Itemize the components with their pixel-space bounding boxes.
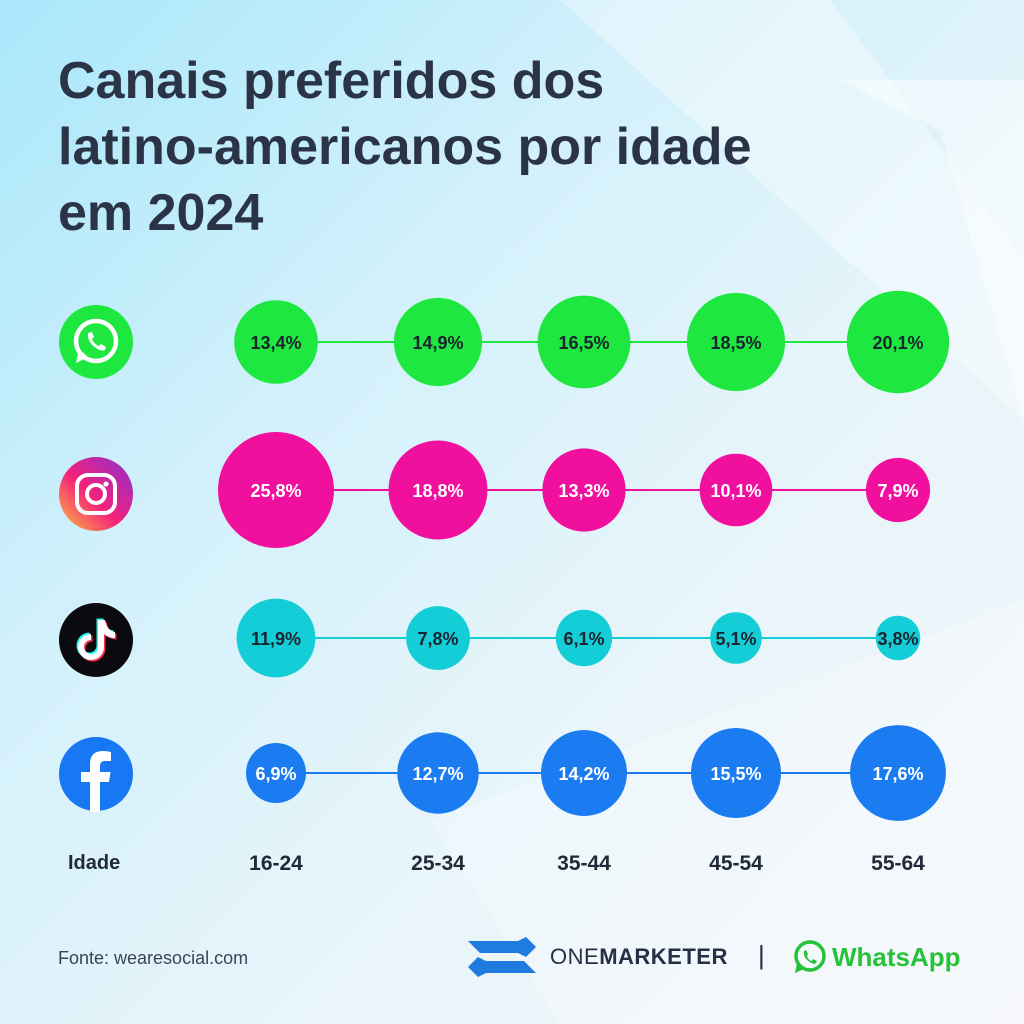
bubble-facebook-35-44 [541, 730, 627, 816]
bubble-whatsapp-25-34 [393, 297, 483, 387]
data-label: 13,4% [250, 333, 301, 353]
data-label: 18,8% [412, 481, 463, 501]
x-tick-label: 25-34 [411, 852, 465, 875]
x-tick-label: 35-44 [557, 852, 611, 875]
bubble-instagram-35-44 [542, 448, 626, 532]
data-label: 7,9% [877, 481, 918, 501]
bubble-facebook-45-54 [691, 728, 781, 818]
source-text: Fonte: wearesocial.com [58, 948, 249, 968]
brand-separator: | [758, 940, 765, 970]
bubble-whatsapp-45-54 [686, 292, 786, 392]
brand-one: ONE [550, 944, 600, 969]
facebook-icon [58, 736, 134, 812]
data-label: 6,1% [563, 629, 604, 649]
x-tick-label: 16-24 [249, 852, 303, 875]
bubble-tiktok-35-44 [555, 609, 613, 667]
data-label: 12,7% [412, 764, 463, 784]
data-label: 5,1% [715, 629, 756, 649]
whatsapp-icon [58, 304, 134, 380]
onemarketer-logo: ONEMARKETER [468, 932, 728, 982]
data-label: 18,5% [710, 333, 761, 353]
x-tick-label: 45-54 [709, 852, 763, 875]
bubble-tiktok-16-24 [236, 598, 316, 678]
bubble-facebook-16-24 [246, 743, 306, 803]
data-label: 10,1% [710, 481, 761, 501]
bubble-instagram-25-34 [388, 440, 488, 540]
data-label: 6,9% [255, 764, 296, 784]
data-label: 14,9% [412, 333, 463, 353]
bubble-whatsapp-55-64 [846, 290, 950, 394]
bubble-tiktok-45-54 [710, 612, 762, 664]
bubble-whatsapp-16-24 [234, 300, 318, 384]
data-label: 25,8% [250, 481, 301, 501]
whatsapp-logo: WhatsApp [792, 932, 961, 982]
brand-marketer: MARKETER [599, 944, 728, 969]
title-line-3: em 2024 [58, 184, 264, 242]
data-label: 16,5% [558, 333, 609, 353]
instagram-icon [58, 456, 134, 532]
brand-whatsapp: WhatsApp [832, 941, 961, 972]
axis-label-idade: Idade [68, 852, 121, 874]
whatsapp-logo-icon [794, 940, 826, 973]
chart-title: Canais preferidos dos latino-americanos … [58, 48, 958, 246]
bubble-facebook-55-64 [850, 725, 946, 821]
data-label: 13,3% [558, 481, 609, 501]
bubble-tiktok-55-64 [875, 615, 921, 661]
bubble-tiktok-25-34 [406, 606, 470, 670]
data-label: 3,8% [877, 629, 918, 649]
tiktok-icon [58, 602, 134, 678]
x-tick-label: 55-64 [871, 852, 925, 875]
data-label: 7,8% [417, 629, 458, 649]
onemarketer-arrows-icon [468, 937, 536, 977]
data-label: 11,9% [251, 629, 301, 649]
bubble-instagram-16-24 [218, 432, 334, 548]
data-label: 17,6% [872, 764, 923, 784]
data-label: 15,5% [710, 764, 761, 784]
bubble-facebook-25-34 [397, 732, 479, 814]
data-label: 20,1% [872, 333, 923, 353]
bubble-instagram-55-64 [865, 457, 931, 523]
bubble-whatsapp-35-44 [537, 295, 631, 389]
data-label: 14,2% [558, 764, 609, 784]
title-line-1: Canais preferidos dos [58, 52, 605, 110]
title-line-2: latino-americanos por idade [58, 118, 752, 176]
bubble-instagram-45-54 [699, 453, 773, 527]
